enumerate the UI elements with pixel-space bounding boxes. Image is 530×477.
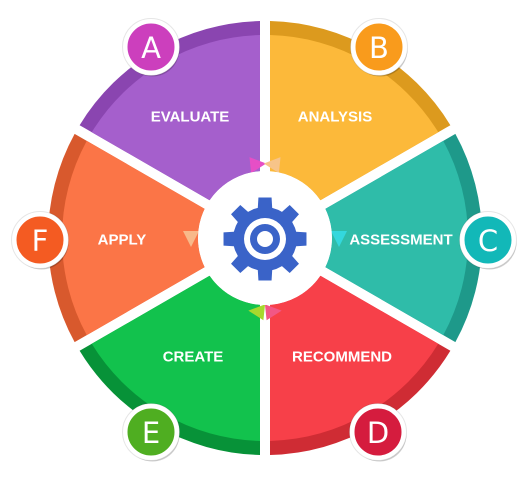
segment-c	[325, 140, 469, 336]
arrow-icon-d	[264, 304, 282, 321]
badge-a: A	[122, 18, 180, 77]
segment-label-b: ANALYSIS	[298, 109, 372, 126]
badge-circle	[350, 18, 408, 76]
segment-label-f: APPLY	[98, 232, 147, 249]
badge-letter-c: C	[478, 224, 498, 258]
badge-letter-f: F	[32, 224, 49, 258]
segment-label-e: CREATE	[163, 349, 224, 366]
badge-f: F	[11, 211, 69, 270]
badge-circle	[349, 403, 407, 461]
badge-letter-d: D	[367, 416, 389, 450]
badge-outline	[459, 211, 517, 269]
arrow-icon-b	[263, 157, 281, 174]
badge-b: B	[350, 18, 408, 77]
badge-circle	[122, 18, 180, 76]
badge-letter-b: B	[369, 31, 389, 65]
gear-icon	[223, 197, 307, 281]
badge-outline	[122, 18, 180, 76]
badge-outline	[349, 403, 407, 461]
arrow-icon-f	[183, 231, 199, 247]
segments-layer	[47, 21, 483, 455]
badge-e: E	[122, 403, 180, 462]
segment-label-c: ASSESSMENT	[349, 232, 452, 249]
arrow-icon-c	[331, 231, 347, 247]
badge-circle	[459, 211, 517, 269]
arrows-layer	[183, 157, 347, 321]
segment-label-a: EVALUATE	[151, 109, 230, 126]
badges-layer: A B C D E F	[11, 18, 517, 462]
badge-circle	[122, 403, 180, 461]
arrow-icon-e	[248, 304, 266, 321]
badge-d: D	[349, 403, 407, 462]
segment-e	[91, 275, 260, 441]
badge-circle	[11, 211, 69, 269]
segment-b	[270, 35, 439, 201]
badge-letter-a: A	[141, 31, 161, 65]
segment-f	[61, 140, 205, 336]
labels-layer: EVALUATE ANALYSIS ASSESSMENT RECOMMEND CREAT…	[98, 109, 453, 366]
badge-c: C	[459, 211, 517, 270]
badge-letter-e: E	[142, 416, 160, 450]
badge-outline	[350, 18, 408, 76]
badge-outline	[122, 403, 180, 461]
segment-d	[270, 275, 439, 441]
badge-outline	[11, 211, 69, 269]
segment-label-d: RECOMMEND	[292, 349, 392, 366]
center-hub	[198, 171, 332, 305]
arrow-icon-a	[249, 157, 267, 174]
segment-a	[91, 35, 260, 201]
